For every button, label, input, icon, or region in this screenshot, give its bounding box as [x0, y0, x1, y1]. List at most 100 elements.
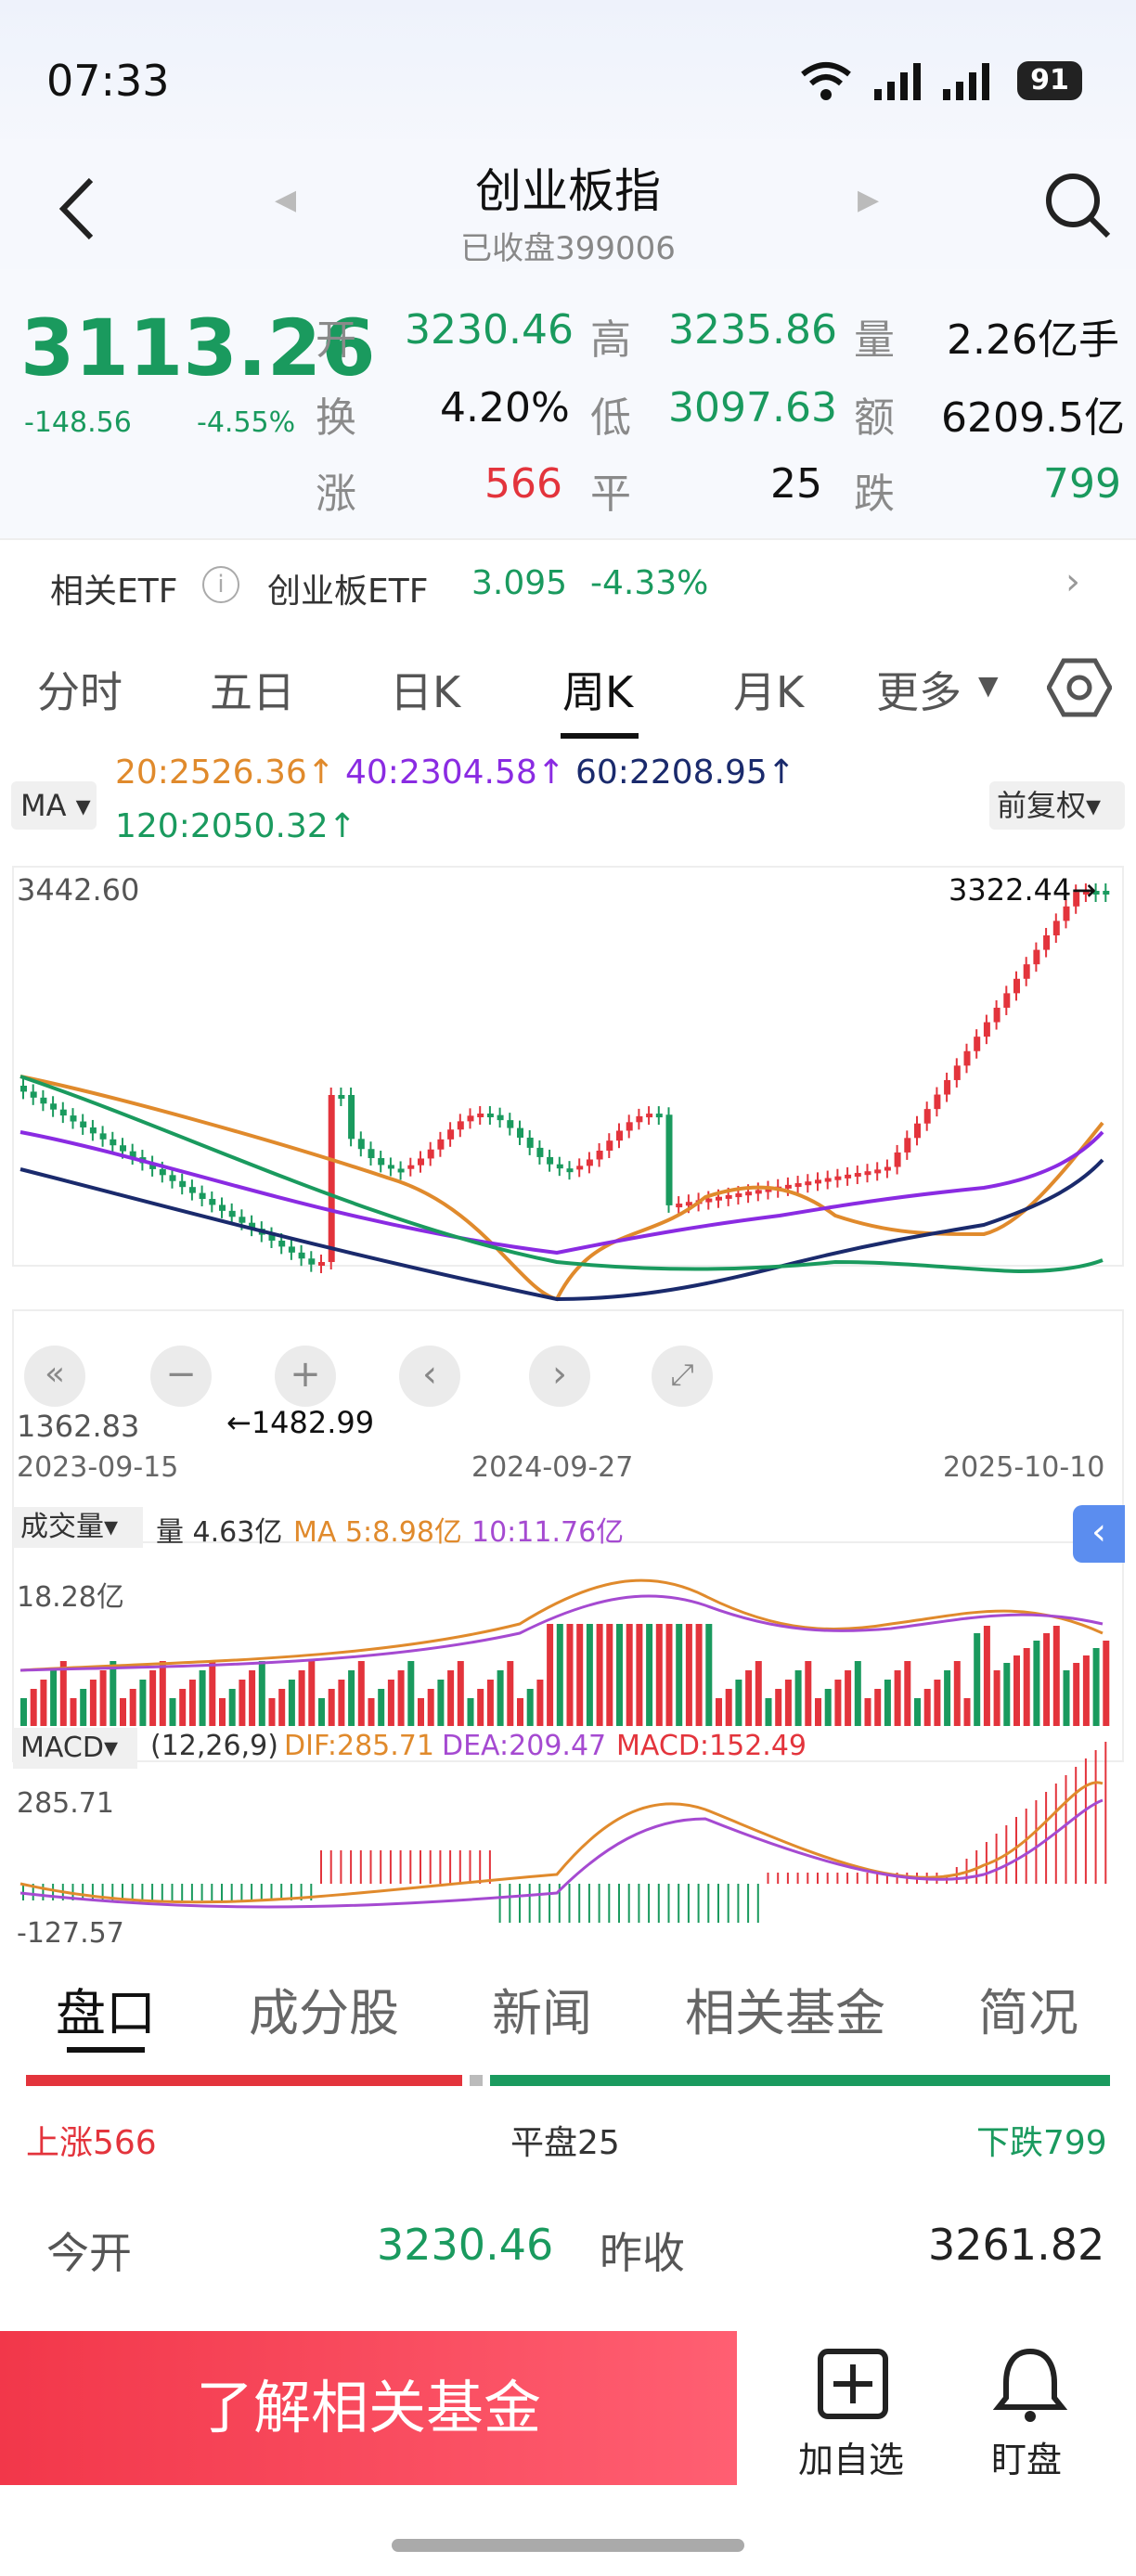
- etf-name: 创业板ETF: [267, 573, 429, 611]
- candle-body: [467, 1115, 474, 1122]
- candle-body: [378, 1158, 385, 1166]
- collapse-panel-icon[interactable]: ‹: [1073, 1505, 1125, 1563]
- kchart-low-label: 1362.83: [17, 1409, 140, 1444]
- amount-value: 6209.5亿: [941, 394, 1125, 442]
- related-etf-row[interactable]: 相关ETF i 创业板ETF 3.095 -4.33% ›: [0, 538, 1136, 631]
- zoom-out-icon[interactable]: −: [150, 1346, 212, 1407]
- breadth-flat-text: 平盘25: [510, 2124, 620, 2162]
- high-value: 3235.86: [668, 306, 837, 354]
- candle-body: [685, 1202, 692, 1206]
- volume-bar: [616, 1624, 623, 1726]
- tab-related-funds[interactable]: 相关基金: [685, 1984, 885, 2042]
- fullscreen-icon[interactable]: ⤢: [652, 1346, 713, 1407]
- tab-constituents[interactable]: 成分股: [249, 1984, 399, 2042]
- candle-body: [407, 1165, 415, 1169]
- add-watchlist-label[interactable]: 加自选: [798, 2440, 905, 2480]
- flat-breadth-bar: [470, 2075, 483, 2086]
- candle-body: [308, 1258, 316, 1265]
- volume-bar: [1033, 1641, 1040, 1726]
- candle-body: [894, 1152, 901, 1167]
- adjust-selector[interactable]: 前复权▾: [989, 781, 1125, 830]
- macd-params: (12,26,9): [150, 1730, 278, 1762]
- volume-bar: [725, 1689, 732, 1726]
- prev-stock-icon[interactable]: ◀: [275, 184, 297, 216]
- candle-body: [278, 1240, 286, 1247]
- volume-value: 2.26亿手: [947, 316, 1119, 364]
- tab-more[interactable]: 更多: [876, 667, 962, 717]
- settings-icon[interactable]: [1046, 657, 1113, 722]
- volume-bar: [1073, 1663, 1080, 1726]
- volume-bar: [188, 1680, 196, 1726]
- volume-bar: [129, 1689, 136, 1726]
- tab-intraday[interactable]: 分时: [37, 667, 123, 717]
- kchart-high-label: 3442.60: [17, 872, 140, 908]
- volume-bar: [705, 1624, 713, 1726]
- flat-count-label: 平: [590, 470, 631, 518]
- volume-value: 量 4.63亿: [156, 1516, 283, 1549]
- volume-selector[interactable]: 成交量▾: [13, 1507, 143, 1548]
- volume-bar: [983, 1626, 990, 1726]
- ma40-line: [19, 1130, 1104, 1256]
- volume-bar: [874, 1689, 882, 1726]
- alert-label[interactable]: 盯盘: [991, 2440, 1063, 2480]
- candle-body: [179, 1180, 187, 1188]
- tab-overview[interactable]: 简况: [978, 1984, 1078, 2042]
- macd-selector[interactable]: MACD▾: [13, 1728, 137, 1769]
- candle-body: [507, 1120, 514, 1128]
- volume-bar: [1063, 1670, 1070, 1726]
- candle-body: [20, 1086, 27, 1092]
- etf-pct: -4.33%: [590, 564, 709, 602]
- volume-bar: [1052, 1626, 1060, 1726]
- info-icon[interactable]: i: [202, 566, 239, 603]
- candle-body: [1073, 892, 1080, 907]
- scroll-right-icon[interactable]: ›: [529, 1346, 590, 1407]
- candle-body: [923, 1109, 931, 1124]
- candle-body: [50, 1103, 58, 1110]
- back-arrow-icon[interactable]: [56, 176, 98, 255]
- kchart-min-mark: ←1482.99: [226, 1405, 375, 1440]
- candle-body: [834, 1176, 842, 1180]
- candle-body: [963, 1050, 971, 1066]
- tab-news[interactable]: 新闻: [492, 1984, 592, 2042]
- today-open-label: 今开: [46, 2228, 132, 2278]
- volume-bar: [904, 1661, 911, 1726]
- tab-monthly-k[interactable]: 月K: [733, 667, 805, 717]
- today-open-value: 3230.46: [377, 2220, 554, 2270]
- wifi-icon: [798, 58, 854, 113]
- volume-bar: [685, 1624, 692, 1726]
- tab-weekly-k[interactable]: 周K: [562, 667, 634, 717]
- zoom-fast-left-icon[interactable]: «: [24, 1346, 85, 1407]
- zoom-in-icon[interactable]: +: [275, 1346, 336, 1407]
- tab-five-day[interactable]: 五日: [210, 667, 295, 717]
- add-watchlist-icon[interactable]: [817, 2348, 889, 2424]
- volume-bar: [338, 1680, 345, 1726]
- candle-body: [169, 1175, 176, 1181]
- scroll-left-icon[interactable]: ‹: [399, 1346, 460, 1407]
- learn-funds-button[interactable]: 了解相关基金: [0, 2331, 737, 2485]
- candle-body: [566, 1168, 574, 1173]
- volume-bar: [169, 1698, 176, 1726]
- tab-daily-k[interactable]: 日K: [390, 667, 461, 717]
- macd-bars: [22, 1742, 1107, 1923]
- up-breadth-bar: [26, 2075, 462, 2086]
- volume-bar: [219, 1698, 226, 1726]
- candle-body: [586, 1159, 593, 1166]
- tab-orderbook[interactable]: 盘口: [56, 1984, 156, 2042]
- volume-bar: [507, 1661, 514, 1726]
- candle-body: [606, 1140, 613, 1151]
- volume-bar: [149, 1670, 157, 1726]
- next-stock-icon[interactable]: ▶: [858, 184, 880, 216]
- candle-body: [1043, 934, 1051, 950]
- candle-body: [536, 1147, 544, 1157]
- ma-selector[interactable]: MA ▾: [11, 781, 97, 830]
- volume-bar: [864, 1698, 871, 1726]
- kline-chart[interactable]: [0, 742, 1136, 1949]
- volume-bar: [348, 1670, 355, 1726]
- bell-icon[interactable]: [992, 2344, 1068, 2428]
- candle-body: [80, 1121, 87, 1127]
- candle-body: [993, 1007, 1000, 1023]
- candle-body: [477, 1114, 484, 1118]
- macd-value: MACD:152.49: [616, 1730, 807, 1762]
- last-price: 3113.26: [20, 303, 376, 393]
- search-icon[interactable]: [1043, 171, 1112, 243]
